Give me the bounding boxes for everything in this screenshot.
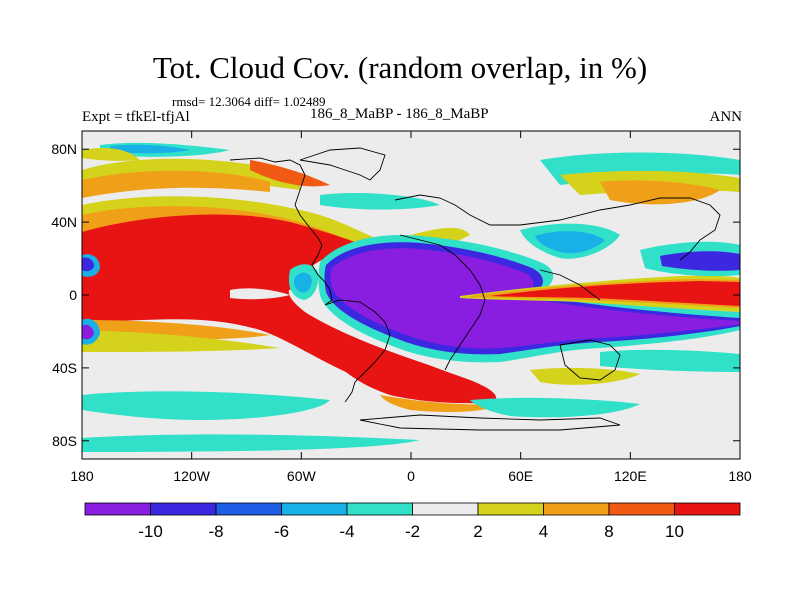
contour-region [82, 391, 330, 420]
colorbar-label: -6 [274, 522, 289, 541]
x-tick-label: 120E [614, 468, 647, 484]
colorbar-label: -2 [405, 522, 420, 541]
africa-outline [399, 234, 486, 371]
contour-region [250, 160, 330, 187]
colorbar: -10 -8 -6 -4 -2 2 4 8 10 [84, 502, 741, 541]
season-label: ANN [709, 109, 743, 125]
colorbar-label: 4 [539, 522, 548, 541]
contour-region [82, 170, 270, 198]
x-tick-label: 0 [407, 468, 415, 484]
contour-region [660, 251, 740, 271]
page-title: Tot. Cloud Cov. (random overlap, in %) [152, 50, 648, 85]
colorbar-swatch [608, 502, 675, 516]
contour-region [535, 231, 605, 254]
stats-label: rmsd= 12.3064 diff= 1.02489 [172, 94, 326, 109]
india-outline [539, 269, 601, 301]
coastlines [229, 147, 721, 431]
x-axis: 180 120W 60W 0 60E 120E 180 [70, 131, 752, 484]
colorbar-swatch [84, 502, 151, 516]
x-tick-label: 180 [728, 468, 752, 484]
colorbar-swatch [412, 502, 479, 516]
colorbar-swatch [543, 502, 610, 516]
colorbar-swatch [346, 502, 413, 516]
americas-outline [229, 157, 333, 306]
contour-region [82, 434, 420, 452]
colorbar-label: -10 [138, 522, 163, 541]
eurasia-outline [394, 194, 721, 261]
contour-region [600, 349, 740, 372]
colorbar-swatch [477, 502, 544, 516]
colorbar-swatch [281, 502, 348, 516]
y-tick-label: 0 [69, 287, 77, 303]
y-tick-label: 40S [52, 360, 77, 376]
contour-region [82, 330, 280, 352]
colorbar-label: -8 [208, 522, 223, 541]
contour-region [230, 288, 290, 300]
contour-region [82, 324, 94, 340]
case-label: 186_8_MaBP - 186_8_MaBP [310, 106, 489, 122]
colorbar-swatch [674, 502, 741, 516]
y-axis: 80N 40N 0 40S 80S [51, 141, 740, 449]
contour-region [110, 144, 190, 154]
contour-region [490, 281, 740, 306]
antarctica-outline [359, 414, 621, 431]
australia-outline [559, 339, 621, 381]
colorbar-label: 2 [473, 522, 482, 541]
colorbar-label: 10 [665, 522, 684, 541]
contour-region [380, 395, 500, 412]
contour-region [82, 148, 140, 161]
colorbar-label: 8 [604, 522, 613, 541]
x-tick-label: 120W [173, 468, 210, 484]
contour-region [470, 397, 640, 418]
experiment-label: Expt = tfkEl-tfjAl [82, 109, 190, 125]
colorbar-swatch [150, 502, 217, 516]
contour-region [330, 330, 497, 404]
x-tick-label: 60E [508, 468, 533, 484]
colorbar-swatch [215, 502, 282, 516]
contour-region [293, 272, 312, 293]
x-tick-label: 60W [287, 468, 317, 484]
contour-region [330, 248, 740, 349]
contour-field [82, 131, 740, 459]
y-tick-label: 40N [51, 214, 77, 230]
x-tick-label: 180 [70, 468, 94, 484]
y-tick-label: 80N [51, 141, 77, 157]
contour-region [82, 257, 94, 272]
colorbar-label: -4 [339, 522, 354, 541]
south-america-outline [324, 299, 391, 403]
greenland-outline [299, 147, 386, 181]
y-tick-label: 80S [52, 433, 77, 449]
